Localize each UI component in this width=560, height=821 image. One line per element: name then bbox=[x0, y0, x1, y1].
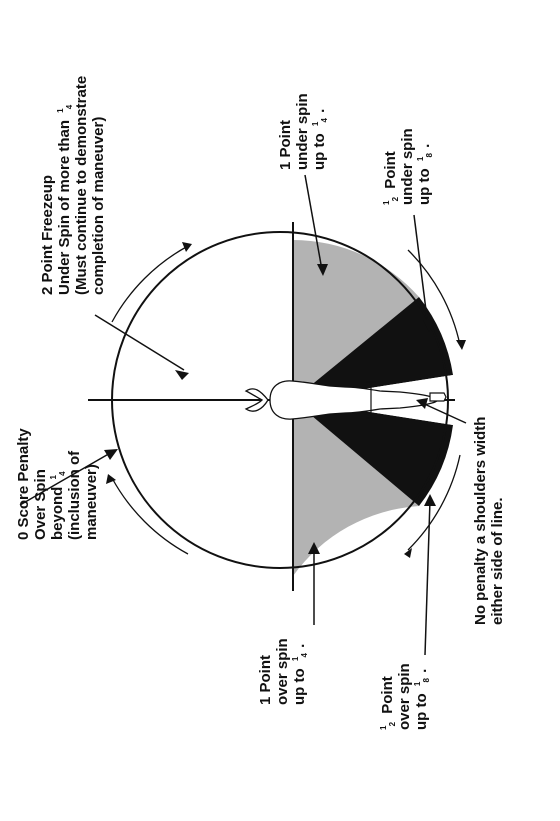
arrowhead-top-left bbox=[182, 242, 192, 252]
one-point-over-tail: . bbox=[291, 644, 308, 648]
one-point-under-frac-num: 1 bbox=[311, 121, 320, 126]
pointer-head-half-point-under bbox=[423, 320, 434, 332]
pointer-half-point-under bbox=[413, 214, 429, 327]
pointer-one-point-under bbox=[304, 174, 323, 271]
half-point-over-line1-text: Point bbox=[379, 676, 396, 714]
zero-score-line2: Over Spin bbox=[32, 469, 49, 540]
pointer-head-one-point-over bbox=[308, 542, 320, 554]
arrowhead-bottom-left bbox=[106, 474, 116, 484]
one-point-under-line3-text: up to bbox=[311, 133, 328, 170]
one-point-over-line3: up to 1 4 . bbox=[285, 644, 311, 705]
half-point-under-line3: up to 1 8 . bbox=[410, 144, 436, 205]
half-point-over-line2: over spin bbox=[396, 663, 413, 730]
one-point-over-line3-text: up to bbox=[291, 668, 308, 705]
horse-ear bbox=[429, 392, 447, 402]
half-point-under-frac2-den: 8 bbox=[425, 153, 434, 158]
pointer-arrowheads bbox=[104, 264, 436, 554]
one-point-over-line1: 1 Point bbox=[257, 655, 274, 705]
arc-arrow-bottom-left bbox=[111, 477, 189, 555]
gray-zone-over bbox=[293, 400, 419, 576]
two-point-line2-text: Under Spin of more than bbox=[56, 120, 73, 295]
half-point-under-frac-num: 1 bbox=[382, 200, 391, 205]
pointer-head-half-point-over bbox=[424, 494, 436, 506]
half-point-over-line3-text: up to bbox=[413, 693, 430, 730]
one-point-under-line3: up to 1 4 . bbox=[305, 109, 331, 170]
one-point-under-tail: . bbox=[311, 109, 328, 113]
arc-arrow-top-right bbox=[407, 249, 461, 346]
zero-score-line1: 0 Score Penalty bbox=[15, 428, 32, 540]
label-half-point-under: 1 2 Point under spin up to 1 8 . bbox=[376, 128, 436, 205]
black-zone-over bbox=[293, 400, 453, 506]
pointer-head-no-penalty bbox=[416, 398, 428, 409]
half-point-over-frac-den: 2 bbox=[388, 721, 397, 726]
one-point-over-frac-num: 1 bbox=[291, 656, 300, 661]
half-point-over-line3: up to 1 8 . bbox=[407, 669, 433, 730]
half-point-under-line3-text: up to bbox=[416, 168, 433, 205]
zero-score-frac-num: 1 bbox=[49, 474, 58, 479]
no-penalty-line2: either side of line. bbox=[489, 497, 506, 625]
pointer-half-point-over bbox=[424, 499, 431, 656]
half-point-over-line1: 1 2 Point bbox=[373, 676, 399, 730]
pointer-no-penalty bbox=[419, 401, 467, 424]
pointer-head-zero-score bbox=[104, 449, 118, 460]
spin-direction-arrows bbox=[111, 245, 461, 555]
no-penalty-line1: No penalty a shoulders width bbox=[472, 417, 489, 625]
horse-figure bbox=[244, 380, 447, 420]
pointer-zero-score bbox=[19, 451, 113, 506]
half-point-under-frac-den: 2 bbox=[391, 196, 400, 201]
zero-score-line3: beyond 1 4 bbox=[43, 471, 67, 540]
two-point-frac-den: 4 bbox=[65, 104, 74, 109]
pointer-head-two-point bbox=[175, 370, 189, 380]
gray-zone-under bbox=[293, 240, 419, 400]
pointer-head-one-point-under bbox=[317, 264, 328, 276]
arc-arrow-bottom-right bbox=[407, 454, 461, 551]
arc-arrow-heads bbox=[106, 242, 466, 558]
half-point-under-line1: 1 2 Point bbox=[376, 151, 402, 205]
arrowhead-top-right bbox=[456, 340, 466, 350]
label-one-point-under: 1 Point under spin up to 1 4 . bbox=[277, 93, 331, 170]
one-point-over-line2: over spin bbox=[274, 638, 291, 705]
half-point-over-tail: . bbox=[413, 669, 430, 673]
two-point-line3: (Must continue to demonstrate bbox=[73, 76, 90, 295]
one-point-under-frac-den: 4 bbox=[320, 118, 329, 123]
half-point-over-frac-num: 1 bbox=[379, 725, 388, 730]
label-no-penalty: No penalty a shoulders width either side… bbox=[472, 417, 506, 625]
zero-score-line5: maneuver) bbox=[83, 464, 100, 540]
two-point-line2: Under Spin of more than 1 4 bbox=[50, 104, 74, 295]
zero-score-line4: (inclusion of bbox=[66, 450, 83, 540]
label-one-point-over: 1 Point over spin up to 1 4 . bbox=[257, 638, 311, 705]
one-point-over-frac-den: 4 bbox=[300, 653, 309, 658]
black-zone-under bbox=[293, 297, 453, 400]
horse-tail bbox=[244, 388, 269, 412]
label-half-point-over: 1 2 Point over spin up to 1 8 . bbox=[373, 663, 433, 730]
arrowhead-bottom-right bbox=[404, 548, 412, 558]
two-point-line4: completion of maneuver) bbox=[90, 117, 107, 295]
pointer-two-point bbox=[94, 314, 185, 371]
two-point-frac-num: 1 bbox=[56, 108, 65, 113]
zero-score-frac-den: 4 bbox=[58, 471, 67, 476]
arc-arrow-top-left bbox=[111, 245, 189, 323]
pointer-lines bbox=[19, 174, 467, 656]
zero-score-line3-text: beyond bbox=[49, 487, 66, 540]
two-point-line1: 2 Point Freezeup bbox=[39, 175, 56, 295]
label-zero-score-penalty: 0 Score Penalty Over Spin beyond 1 4 (in… bbox=[15, 428, 100, 540]
half-point-over-frac2-den: 8 bbox=[422, 678, 431, 683]
half-point-under-tail: . bbox=[416, 144, 433, 148]
half-point-under-frac2-num: 1 bbox=[416, 156, 425, 161]
half-point-under-line1-text: Point bbox=[382, 151, 399, 189]
half-point-over-frac2-num: 1 bbox=[413, 681, 422, 686]
one-point-under-line2: under spin bbox=[294, 93, 311, 170]
one-point-under-line1: 1 Point bbox=[277, 120, 294, 170]
half-point-under-line2: under spin bbox=[399, 128, 416, 205]
label-two-point-freezeup: 2 Point Freezeup Under Spin of more than… bbox=[39, 76, 107, 295]
